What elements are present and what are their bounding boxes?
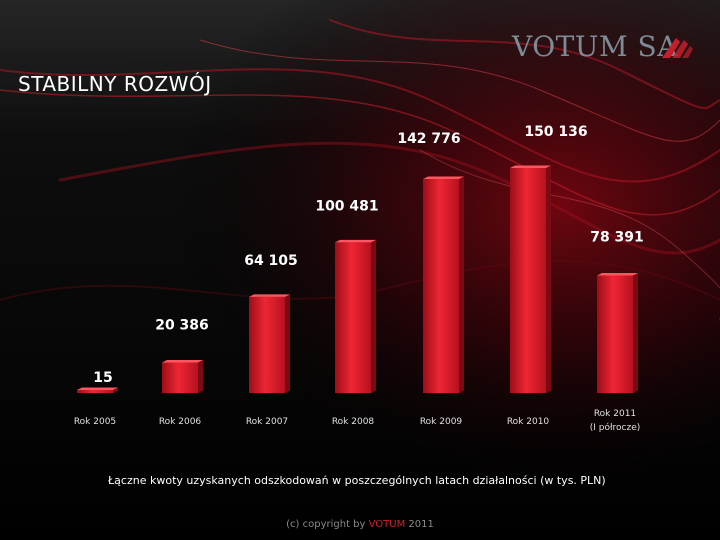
tick-label-6: Rok 2010 <box>507 417 550 427</box>
tick-label-7: Rok 2011 (I półrocze) <box>590 409 641 433</box>
bar-top <box>249 294 290 297</box>
bar-1 <box>77 387 118 393</box>
value-label-5: 142 776 <box>397 131 460 147</box>
value-label-6: 150 136 <box>524 124 587 140</box>
bar-top <box>510 165 551 168</box>
bar-side <box>371 239 376 393</box>
bar-side <box>285 294 290 393</box>
x-tick-labels-layer: Rok 2005 Rok 2006 Rok 2007 Rok 2008 Rok 2009… <box>74 409 640 433</box>
bar-5 <box>423 176 464 393</box>
value-label-3: 64 105 <box>244 253 298 269</box>
logo-wing-icon <box>662 38 693 58</box>
chart-caption: Łączne kwoty uzyskanych odszkodowań w po… <box>108 474 606 487</box>
page-title: STABILNY ROZWÓJ <box>18 72 212 96</box>
value-label-7: 78 391 <box>590 230 644 246</box>
bar-front <box>597 275 633 393</box>
copyright-footer: (c) copyright by VOTUM 2011 <box>0 519 720 530</box>
bar-front <box>162 362 198 393</box>
bar-top <box>162 359 203 363</box>
bar-side <box>633 273 638 393</box>
bar-4 <box>335 239 376 393</box>
bar-7 <box>597 273 638 393</box>
tick-label-5: Rok 2009 <box>420 417 463 427</box>
bar-side <box>198 359 203 393</box>
bar-6 <box>510 165 551 393</box>
copyright-suffix: 2011 <box>405 519 434 530</box>
bars-layer <box>77 165 638 393</box>
value-label-4: 100 481 <box>315 198 378 214</box>
bar-3 <box>249 294 290 393</box>
value-labels-layer: 15 20 386 64 105 100 481 142 776 150 136 78 39… <box>93 124 644 386</box>
value-label-1: 15 <box>93 370 112 386</box>
logo-text: VOTUM SA <box>512 30 678 63</box>
tick-label-4: Rok 2008 <box>332 417 375 427</box>
bar-front <box>510 168 546 393</box>
copyright-brand: VOTUM <box>368 519 406 530</box>
bar-side <box>113 387 118 393</box>
bar-front <box>335 242 371 393</box>
tick-label-3: Rok 2007 <box>246 417 288 427</box>
bar-side <box>459 176 464 393</box>
bar-front <box>77 390 113 393</box>
bar-side <box>546 165 551 393</box>
bar-top <box>597 273 638 276</box>
value-label-2: 20 386 <box>155 317 209 333</box>
bar-front <box>249 296 285 393</box>
bar-front <box>423 179 459 393</box>
bar-2 <box>162 359 203 393</box>
tick-label-2: Rok 2006 <box>159 417 202 427</box>
bar-top <box>335 239 376 243</box>
votum-logo: VOTUM SA <box>512 28 693 68</box>
copyright-prefix: (c) copyright by <box>286 519 369 530</box>
bar-top <box>423 176 464 180</box>
bar-top <box>77 387 118 390</box>
tick-label-1: Rok 2005 <box>74 417 116 427</box>
